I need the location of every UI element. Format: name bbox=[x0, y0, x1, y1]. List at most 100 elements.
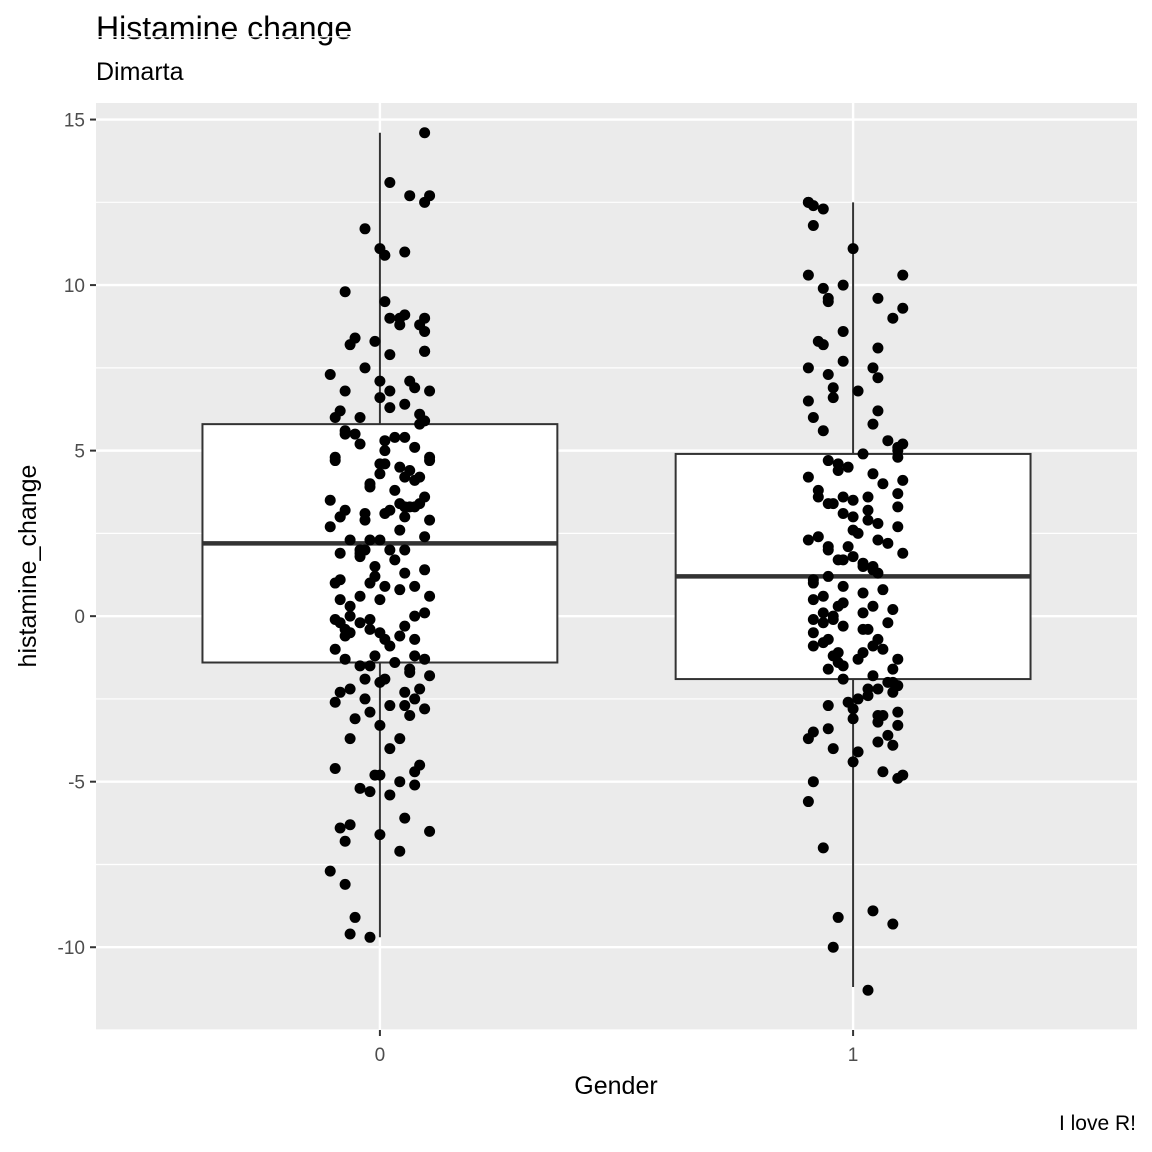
data-point bbox=[349, 428, 361, 440]
data-point bbox=[877, 643, 889, 655]
x-tick-label: 1 bbox=[848, 1045, 859, 1066]
data-point bbox=[862, 984, 874, 996]
data-point bbox=[802, 196, 814, 208]
data-point bbox=[374, 594, 386, 606]
data-point bbox=[359, 223, 371, 235]
data-point bbox=[897, 302, 909, 314]
data-point bbox=[384, 402, 396, 414]
data-point bbox=[862, 504, 874, 516]
data-point bbox=[394, 776, 406, 788]
data-point bbox=[419, 127, 431, 139]
data-point bbox=[837, 660, 849, 672]
data-point bbox=[374, 534, 386, 546]
data-point bbox=[404, 190, 416, 202]
data-point bbox=[394, 733, 406, 745]
data-point bbox=[872, 372, 884, 384]
data-point bbox=[872, 534, 884, 546]
box-iqr bbox=[674, 452, 1032, 681]
data-point bbox=[842, 541, 854, 553]
data-point bbox=[394, 461, 406, 473]
data-point bbox=[324, 368, 336, 380]
data-point bbox=[399, 431, 411, 443]
data-point bbox=[399, 246, 411, 258]
data-point bbox=[867, 670, 879, 682]
data-point bbox=[329, 696, 341, 708]
data-point bbox=[892, 772, 904, 784]
data-point bbox=[364, 613, 376, 625]
y-tick-label: 10 bbox=[64, 276, 85, 297]
data-point bbox=[842, 461, 854, 473]
data-point bbox=[379, 435, 391, 447]
data-point bbox=[872, 517, 884, 529]
data-point bbox=[872, 709, 884, 721]
data-point bbox=[339, 878, 351, 890]
data-point bbox=[409, 633, 421, 645]
data-point bbox=[852, 385, 864, 397]
data-point bbox=[329, 643, 341, 655]
data-point bbox=[802, 362, 814, 374]
data-point bbox=[359, 362, 371, 374]
data-point bbox=[817, 607, 829, 619]
data-point bbox=[857, 623, 869, 635]
data-point bbox=[817, 425, 829, 437]
data-point bbox=[329, 412, 341, 424]
data-point bbox=[892, 706, 904, 718]
data-point bbox=[414, 683, 426, 695]
data-point bbox=[817, 842, 829, 854]
data-point bbox=[399, 620, 411, 632]
data-point bbox=[857, 448, 869, 460]
data-point bbox=[857, 587, 869, 599]
data-point bbox=[892, 451, 904, 463]
data-point bbox=[369, 335, 381, 347]
data-point bbox=[344, 928, 356, 940]
x-axis-label: Gender bbox=[574, 1072, 657, 1100]
data-point bbox=[364, 478, 376, 490]
data-point bbox=[364, 660, 376, 672]
data-point bbox=[837, 620, 849, 632]
data-point bbox=[827, 743, 839, 755]
data-point bbox=[339, 286, 351, 298]
data-point bbox=[329, 455, 341, 467]
data-point bbox=[344, 534, 356, 546]
data-point bbox=[354, 590, 366, 602]
jitter-points-layer bbox=[324, 127, 909, 996]
data-point bbox=[424, 514, 436, 526]
data-point bbox=[374, 829, 386, 841]
data-point bbox=[369, 769, 381, 781]
data-point bbox=[802, 534, 814, 546]
data-point bbox=[354, 412, 366, 424]
data-point bbox=[324, 521, 336, 533]
data-point bbox=[384, 743, 396, 755]
data-point bbox=[802, 796, 814, 808]
data-point bbox=[882, 729, 894, 741]
data-point bbox=[399, 700, 411, 712]
data-point bbox=[827, 382, 839, 394]
data-point bbox=[364, 786, 376, 798]
data-point bbox=[847, 551, 859, 563]
data-point bbox=[359, 514, 371, 526]
data-point bbox=[384, 349, 396, 361]
data-point bbox=[897, 269, 909, 281]
data-point bbox=[837, 355, 849, 367]
data-point bbox=[384, 544, 396, 556]
data-point bbox=[399, 686, 411, 698]
data-point bbox=[334, 594, 346, 606]
data-point bbox=[374, 392, 386, 404]
data-point bbox=[354, 551, 366, 563]
x-tick-label: 0 bbox=[375, 1045, 386, 1066]
data-point bbox=[389, 484, 401, 496]
data-point bbox=[389, 431, 401, 443]
y-tick-label: 15 bbox=[64, 111, 85, 132]
data-point bbox=[344, 600, 356, 612]
data-point bbox=[852, 746, 864, 758]
data-point bbox=[882, 435, 894, 447]
data-point bbox=[887, 918, 899, 930]
data-point bbox=[817, 590, 829, 602]
y-tick-label: 0 bbox=[74, 607, 85, 628]
data-point bbox=[354, 438, 366, 450]
data-point bbox=[379, 445, 391, 457]
data-point bbox=[424, 451, 436, 463]
data-point bbox=[399, 511, 411, 523]
data-point bbox=[419, 564, 431, 576]
data-point bbox=[364, 534, 376, 546]
